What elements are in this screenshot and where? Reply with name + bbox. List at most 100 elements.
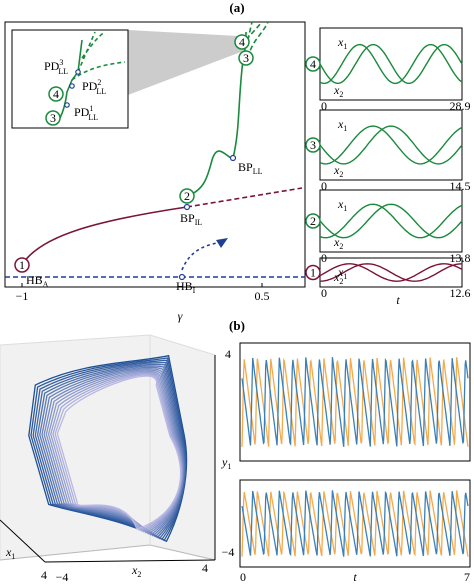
label-base: BP: [180, 211, 195, 225]
label: x1: [5, 545, 15, 561]
marker-label: 3: [50, 111, 56, 125]
label: x1: [337, 35, 347, 51]
marker-label: 1: [310, 266, 316, 280]
point: [183, 203, 191, 211]
t-tick-label: 0: [321, 286, 327, 300]
label-sub: 2: [339, 242, 343, 251]
label-sup: 3: [59, 58, 63, 67]
x2-tick-label: 4: [202, 561, 208, 575]
x-tick-label: 0.5: [255, 289, 270, 303]
marker: [14, 257, 30, 273]
trace: [319, 44, 463, 84]
branch: [71, 31, 126, 81]
trajectory: [56, 375, 182, 530]
trace: [319, 263, 463, 282]
x-tick-label: −1: [16, 289, 29, 303]
marker: [45, 110, 61, 126]
label-base: PD: [44, 59, 60, 73]
label-base: PD: [82, 79, 98, 93]
x1-tick-label: 4: [41, 568, 47, 582]
label-base: x: [333, 235, 340, 249]
branch: [186, 187, 303, 208]
label-base: x: [337, 35, 344, 49]
panel-label: (a): [229, 0, 244, 15]
label: x2: [131, 563, 141, 579]
zoom-wedge: [128, 30, 246, 95]
label: x1: [337, 197, 347, 213]
arrowhead: [216, 238, 228, 248]
z-tick-label: 4: [225, 347, 231, 361]
trace: [319, 203, 463, 239]
label-sub: IL: [195, 218, 203, 227]
label-sub: 2: [137, 570, 141, 579]
t-tick-label: 0: [240, 570, 246, 584]
x-axis-label: γ: [178, 309, 183, 323]
marker: [48, 86, 64, 102]
label-sub: 1: [343, 42, 347, 51]
trace: [319, 203, 463, 239]
point: [229, 154, 237, 162]
marker-label: 4: [310, 57, 316, 71]
label-sub: 1: [343, 272, 347, 281]
marker-label: 1: [19, 258, 25, 272]
label-sub: 1: [11, 552, 15, 561]
marker: [305, 264, 321, 281]
label-base: HB: [26, 273, 43, 287]
label: x2: [333, 83, 343, 99]
t-tick-label: 28.9: [450, 99, 471, 113]
label: PD2 LL: [82, 78, 106, 96]
point: [75, 69, 81, 75]
label-sub: 2: [339, 170, 343, 179]
label-sup: 2: [97, 78, 101, 87]
label-sub: 1: [343, 124, 347, 133]
trace: [319, 43, 463, 85]
label-sub: LL: [88, 113, 98, 122]
label: BPLL: [238, 160, 263, 176]
label-sub: 2: [339, 277, 343, 286]
plot-frame: [239, 479, 471, 568]
label: x2: [333, 270, 343, 286]
t-tick-label: 12.6: [450, 286, 471, 300]
arrow: [181, 241, 223, 271]
label-sup: 1: [89, 104, 93, 113]
t-tick-label: 14.5: [450, 179, 471, 193]
label-sub: 2: [339, 90, 343, 99]
label-sub: 1: [227, 462, 231, 471]
label: y1: [221, 455, 231, 471]
branch: [59, 39, 83, 119]
z-tick-label: −4: [222, 545, 235, 559]
label-base: x: [337, 197, 344, 211]
label-sub: A: [43, 280, 49, 289]
label-base: PD: [74, 105, 90, 119]
x2-tick-label: −4: [56, 570, 69, 584]
marker-label: 2: [184, 189, 190, 203]
label: PD3 LL: [44, 58, 68, 76]
label-sub: LL: [96, 87, 106, 96]
label: HBA: [26, 273, 49, 289]
t-tick-label: 0: [321, 99, 327, 113]
marker: [234, 34, 250, 50]
time-label: t: [353, 570, 357, 584]
marker-label: 3: [243, 51, 249, 65]
t-tick-label: 0: [321, 179, 327, 193]
marker-label: 2: [310, 214, 316, 228]
trace: [319, 263, 463, 282]
label-sub: LL: [253, 167, 263, 176]
panel-label: (b): [229, 318, 245, 333]
label-base: HB: [176, 279, 193, 293]
label: PD1 LL: [74, 104, 98, 122]
x1-axis: [0, 519, 46, 563]
label-base: x: [131, 563, 138, 577]
trace: [319, 125, 463, 165]
marker: [179, 188, 195, 204]
plot-frame: [239, 342, 471, 462]
branch: [21, 206, 188, 266]
label-base: x: [5, 545, 12, 559]
label-sub: LL: [58, 67, 68, 76]
label: BPIL: [180, 211, 202, 227]
label-base: x: [337, 265, 344, 279]
trace: [241, 490, 469, 557]
label-sub: I: [193, 286, 196, 295]
x2-axis: [44, 559, 216, 563]
label-base: x: [337, 117, 344, 131]
